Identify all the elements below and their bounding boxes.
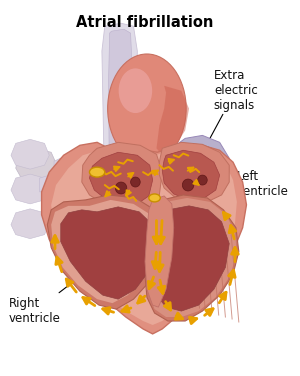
Circle shape xyxy=(182,179,194,191)
Polygon shape xyxy=(159,143,229,204)
Ellipse shape xyxy=(89,167,105,177)
Polygon shape xyxy=(51,148,237,325)
Polygon shape xyxy=(147,198,237,317)
Polygon shape xyxy=(157,86,189,155)
Circle shape xyxy=(130,177,140,187)
Polygon shape xyxy=(47,202,105,222)
Polygon shape xyxy=(51,200,157,303)
Ellipse shape xyxy=(149,194,160,202)
Circle shape xyxy=(198,175,207,185)
Polygon shape xyxy=(11,174,49,204)
Polygon shape xyxy=(82,143,162,215)
Circle shape xyxy=(115,182,127,194)
Polygon shape xyxy=(11,139,49,169)
Ellipse shape xyxy=(119,68,152,113)
Polygon shape xyxy=(42,143,247,334)
Polygon shape xyxy=(11,209,49,239)
Ellipse shape xyxy=(182,143,200,157)
Polygon shape xyxy=(40,170,105,192)
Text: Extra
electric
signals: Extra electric signals xyxy=(204,69,258,150)
Polygon shape xyxy=(49,188,105,207)
Polygon shape xyxy=(145,196,174,307)
Text: Left
ventricle: Left ventricle xyxy=(231,170,289,218)
Polygon shape xyxy=(145,195,239,321)
Ellipse shape xyxy=(108,54,186,163)
Polygon shape xyxy=(162,150,220,200)
Polygon shape xyxy=(47,195,162,309)
Polygon shape xyxy=(172,135,229,182)
Text: Atrial fibrillation: Atrial fibrillation xyxy=(76,15,214,30)
Polygon shape xyxy=(153,206,229,311)
Text: Right
ventricle: Right ventricle xyxy=(9,271,87,325)
Polygon shape xyxy=(54,152,105,175)
Ellipse shape xyxy=(184,146,220,174)
Polygon shape xyxy=(102,23,137,240)
Polygon shape xyxy=(89,152,153,206)
Polygon shape xyxy=(109,29,133,230)
Polygon shape xyxy=(61,207,154,299)
Polygon shape xyxy=(16,148,57,185)
